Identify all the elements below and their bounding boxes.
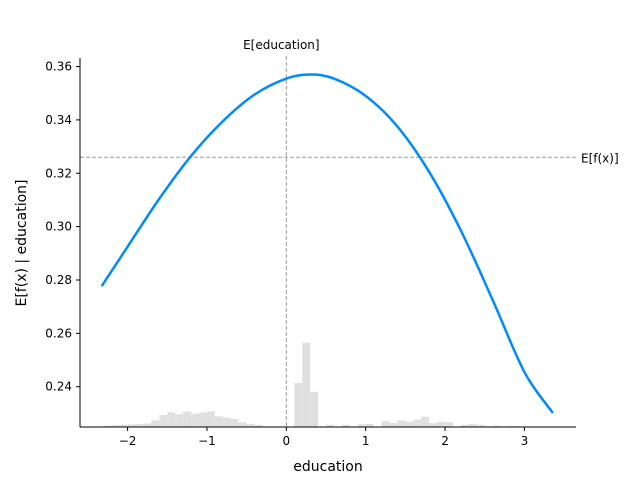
- x-tick-label: −1: [198, 434, 216, 448]
- histogram-bar: [222, 417, 231, 427]
- histogram-bar: [175, 414, 184, 427]
- mean-feature-label: E[education]: [243, 38, 320, 52]
- x-tick-label: 1: [362, 434, 370, 448]
- y-tick-label: 0.30: [45, 220, 72, 234]
- dependence-curve: [100, 73, 554, 414]
- series-layer: [100, 73, 554, 414]
- histogram-bar: [254, 424, 263, 427]
- histogram-bar: [183, 411, 192, 427]
- histogram-bar: [365, 423, 374, 427]
- histogram-bar: [199, 412, 207, 427]
- histogram-bar: [214, 416, 223, 427]
- histogram-bar: [191, 413, 200, 427]
- histogram-bar: [159, 414, 168, 427]
- histogram-bar: [111, 425, 120, 427]
- histogram-bar: [508, 425, 517, 427]
- histogram: [103, 342, 517, 427]
- y-tick-label: 0.36: [45, 60, 72, 74]
- histogram-bar: [230, 418, 239, 427]
- histogram-bar: [397, 420, 406, 427]
- histogram-bar: [294, 382, 303, 427]
- histogram-bar: [238, 422, 247, 427]
- histogram-bar: [246, 423, 255, 427]
- mean-prediction-label: E[f(x)]: [581, 151, 619, 165]
- histogram-bar: [445, 422, 453, 427]
- histogram-bar: [437, 421, 446, 427]
- histogram-bar: [326, 424, 334, 427]
- y-tick-label: 0.34: [45, 113, 72, 127]
- x-tick-label: 3: [521, 434, 529, 448]
- histogram-bar: [381, 421, 390, 427]
- histogram-bar: [421, 416, 430, 427]
- histogram-bar: [429, 422, 438, 427]
- histogram-bar: [413, 419, 422, 427]
- histogram-bar: [119, 424, 128, 427]
- histogram-bar: [468, 423, 477, 427]
- histogram-bar: [357, 424, 366, 427]
- y-tick-label: 0.24: [45, 380, 72, 394]
- histogram-bar: [127, 424, 136, 427]
- axes: −2 −1 0 1 2 3 0.24 0.26 0.28 0.30 0.32 0.34 0.36: [45, 58, 576, 448]
- histogram-bar: [151, 420, 160, 427]
- reference-lines: E[f(x)] E[education]: [80, 38, 619, 427]
- histogram-bar: [341, 424, 350, 427]
- x-tick-label: 0: [283, 434, 291, 448]
- histogram-bar: [405, 421, 414, 427]
- histogram-bar: [476, 424, 485, 427]
- histogram-bar: [167, 412, 176, 427]
- histogram-bar: [302, 342, 311, 427]
- y-tick-label: 0.32: [45, 166, 72, 180]
- histogram-bar: [460, 424, 469, 427]
- histogram-bar: [135, 424, 144, 427]
- histogram-bar: [492, 425, 501, 427]
- histogram-bar: [206, 411, 215, 427]
- x-tick-label: 2: [441, 434, 449, 448]
- histogram-bar: [143, 423, 152, 427]
- x-tick-label: −2: [119, 434, 137, 448]
- y-tick-label: 0.26: [45, 326, 72, 340]
- y-tick-label: 0.28: [45, 273, 72, 287]
- x-axis-title: education: [293, 459, 362, 475]
- histogram-bar: [310, 391, 319, 427]
- y-axis-title: E[f(x) | education]: [14, 180, 30, 307]
- histogram-bar: [389, 422, 398, 427]
- histogram-bar: [103, 425, 112, 427]
